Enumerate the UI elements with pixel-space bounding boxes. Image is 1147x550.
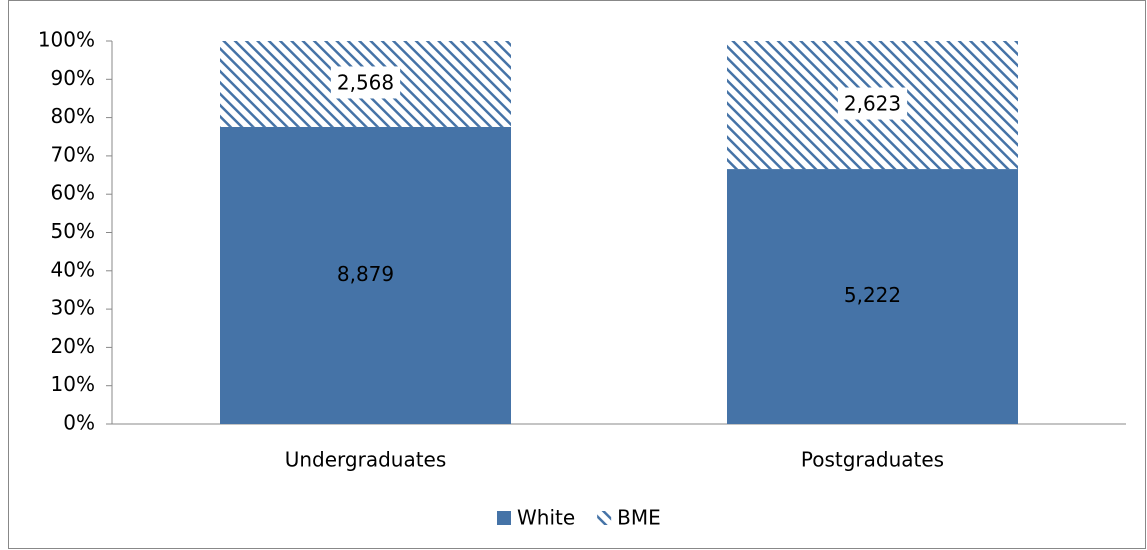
legend-swatch xyxy=(597,511,612,525)
y-tick-label: 0% xyxy=(63,411,95,435)
y-tick-label: 20% xyxy=(51,334,95,358)
y-tick-label: 30% xyxy=(51,296,95,320)
data-label: 2,623 xyxy=(844,92,901,116)
x-tick-label: Postgraduates xyxy=(801,448,944,472)
legend-label: White xyxy=(517,506,575,530)
bar-segment xyxy=(220,126,511,424)
data-label-bg xyxy=(837,87,908,120)
data-label: 8,879 xyxy=(337,262,394,286)
y-tick-label: 90% xyxy=(51,66,95,90)
legend-swatch xyxy=(497,511,511,525)
legend-label: BME xyxy=(617,506,661,530)
y-tick-label: 40% xyxy=(51,257,95,281)
y-tick-label: 10% xyxy=(51,372,95,396)
data-label: 5,222 xyxy=(844,283,901,307)
y-tick-label: 60% xyxy=(51,181,95,205)
y-tick-label: 100% xyxy=(38,28,95,52)
data-label-bg xyxy=(330,66,401,99)
bar-segment xyxy=(727,169,1018,424)
data-label: 2,568 xyxy=(337,70,394,94)
y-tick-label: 50% xyxy=(51,219,95,243)
y-tick-label: 70% xyxy=(51,142,95,166)
y-tick-label: 80% xyxy=(51,104,95,128)
x-tick-label: Undergraduates xyxy=(285,448,447,472)
